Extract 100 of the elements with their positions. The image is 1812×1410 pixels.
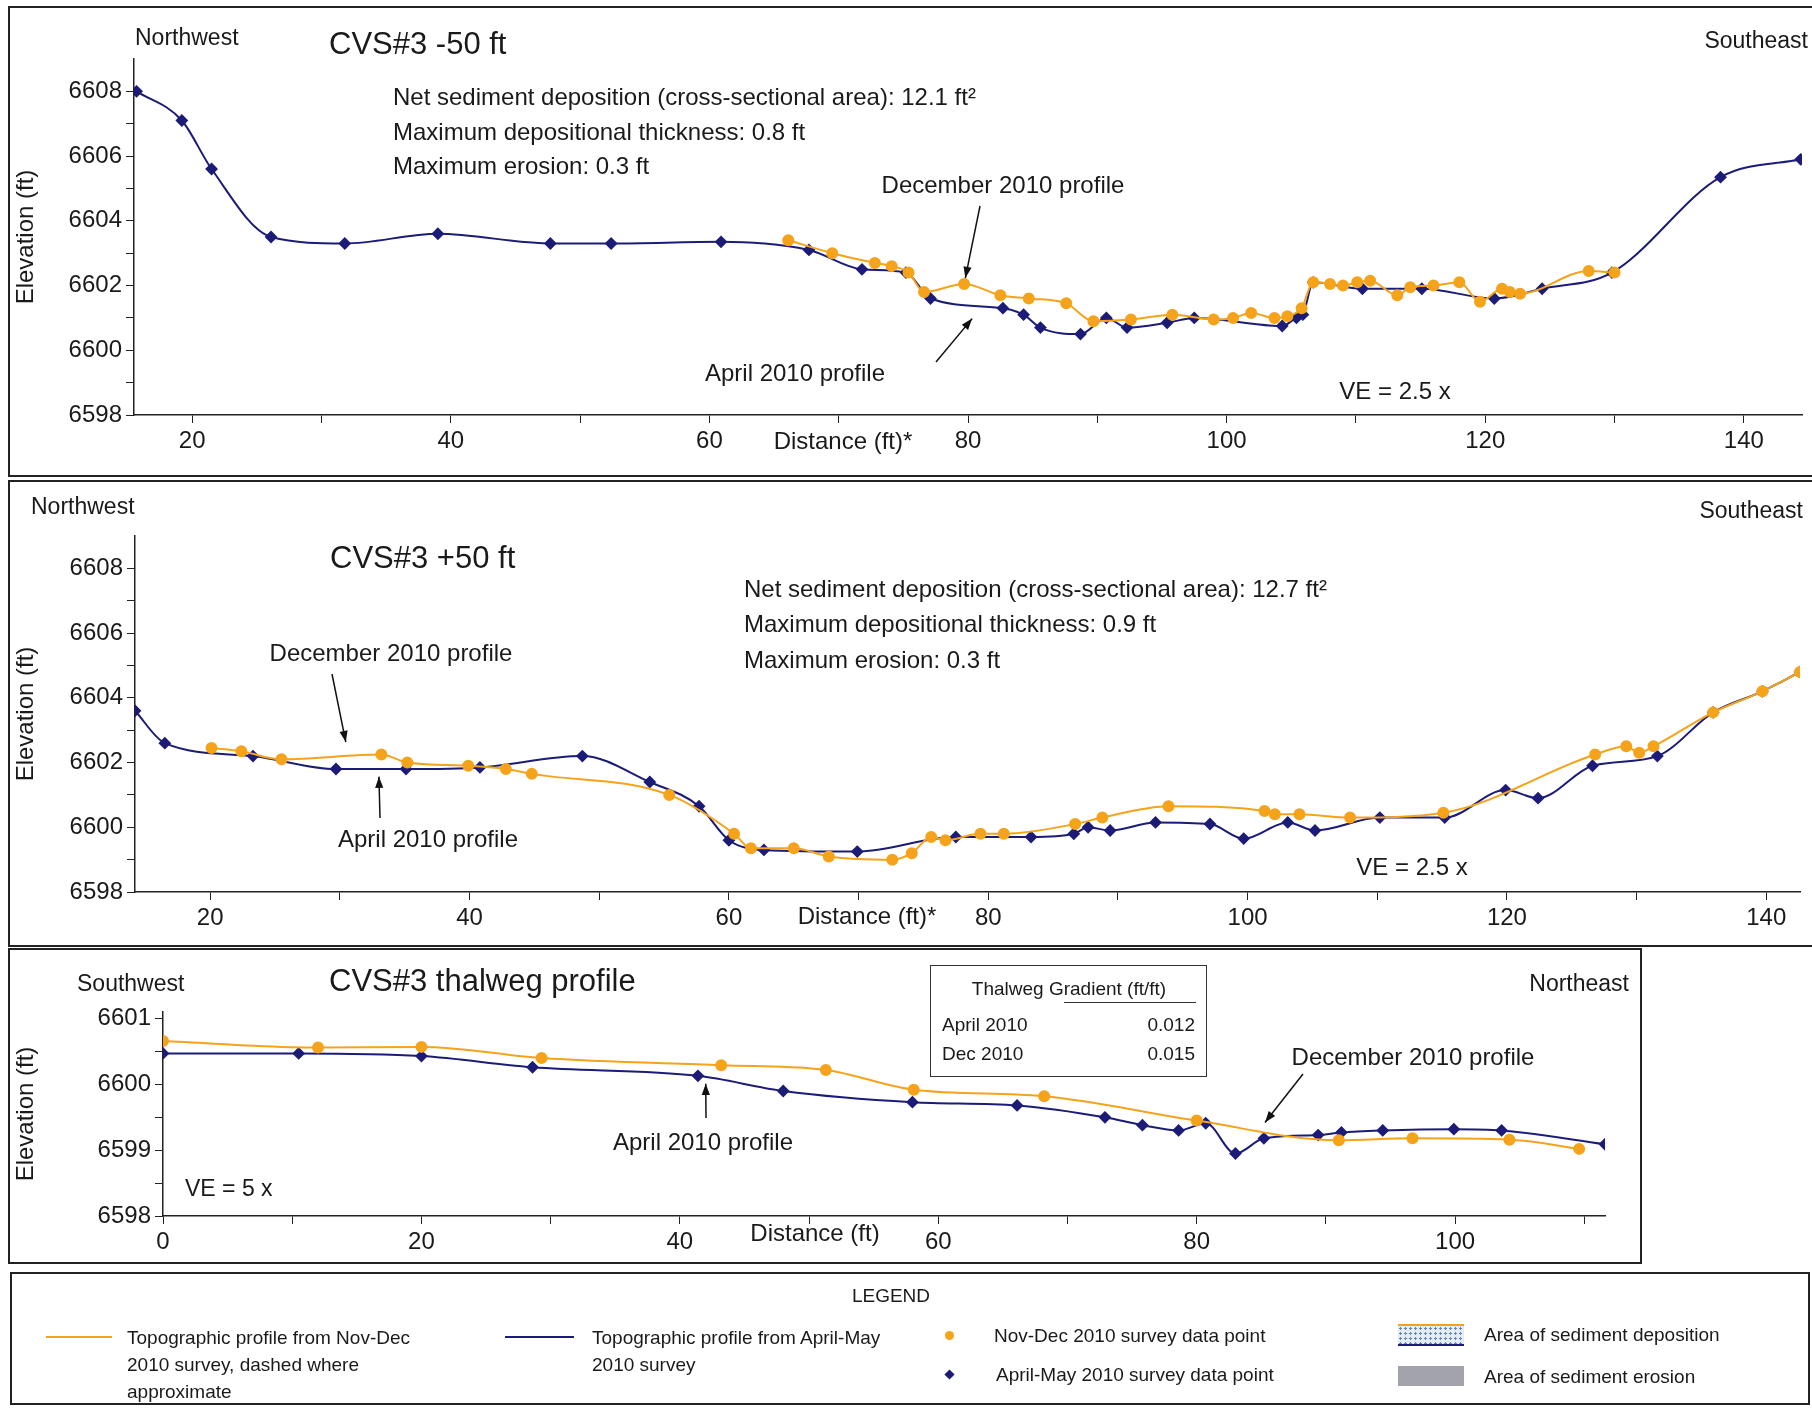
x-tick-label: 80 <box>1183 1227 1211 1255</box>
point <box>1161 316 1174 329</box>
point <box>958 277 971 290</box>
point <box>1149 816 1162 829</box>
point <box>1172 1124 1185 1137</box>
point <box>1166 308 1179 321</box>
y-tick-label: 6608 <box>68 75 122 103</box>
point <box>1351 276 1364 289</box>
annotation: Net sediment deposition (cross-sectional area): 12.7 ft² <box>744 575 1327 603</box>
y-tick-label: 6606 <box>69 617 123 645</box>
point <box>782 234 795 247</box>
annotation: April 2010 profile <box>337 825 519 853</box>
point <box>1245 307 1258 320</box>
point <box>1082 821 1095 834</box>
y-tick-label: 6600 <box>68 334 122 362</box>
point <box>1295 302 1308 315</box>
point <box>1488 292 1501 305</box>
point <box>1207 313 1220 326</box>
point <box>1034 321 1047 334</box>
y-tick-label: 6600 <box>97 1069 151 1097</box>
y-tick-label: 6598 <box>69 876 123 904</box>
text: Southeast <box>1699 496 1803 524</box>
point <box>1582 264 1595 277</box>
point <box>1121 321 1134 334</box>
point <box>822 850 835 863</box>
point <box>886 853 899 866</box>
point <box>907 1083 920 1096</box>
point <box>1268 808 1281 821</box>
point <box>1124 313 1137 326</box>
x-tick-label: 20 <box>178 426 206 454</box>
x-axis-title: Distance (ft)* <box>797 902 937 930</box>
y-tick-label: 6608 <box>69 552 123 580</box>
x-tick-label: 100 <box>1435 1227 1476 1255</box>
point <box>1281 816 1294 829</box>
annotation: Maximum erosion: 0.3 ft <box>393 152 650 180</box>
point <box>292 1047 305 1060</box>
point <box>1258 805 1271 818</box>
point <box>1633 746 1646 759</box>
point <box>205 741 218 754</box>
point <box>544 237 557 250</box>
point <box>1376 1124 1389 1137</box>
y-tick-label: 6598 <box>68 399 122 427</box>
y-tick-label: 6602 <box>69 747 123 775</box>
x-tick-label: 0 <box>156 1227 170 1255</box>
x-tick-label: 140 <box>1723 426 1764 454</box>
point <box>1281 310 1294 323</box>
x-tick-label: 20 <box>196 903 224 931</box>
x-tick-label: 80 <box>954 426 982 454</box>
point <box>1453 276 1466 289</box>
annotation: Maximum depositional thickness: 0.9 ft <box>744 610 1157 638</box>
point <box>906 1096 919 1109</box>
point <box>1324 277 1337 290</box>
annotation: April 2010 profile <box>704 359 886 387</box>
point <box>1293 808 1306 821</box>
x-tick-label: 100 <box>1206 426 1247 454</box>
x-axis-title: Distance (ft) <box>750 1219 880 1247</box>
y-tick-label: 6606 <box>68 140 122 168</box>
chart-title: CVS#3 +50 ft <box>330 540 516 576</box>
point <box>1022 292 1035 305</box>
point <box>1190 1114 1203 1127</box>
point <box>605 237 618 250</box>
x-tick-label: 120 <box>1486 903 1527 931</box>
point <box>1406 1132 1419 1145</box>
y-axis-title: Elevation (ft) <box>11 1046 39 1182</box>
point <box>1514 287 1527 300</box>
x-tick-label: 80 <box>974 903 1002 931</box>
point <box>715 235 728 248</box>
x-tick-label: 40 <box>666 1227 694 1255</box>
point <box>1714 171 1727 184</box>
point <box>1589 748 1602 761</box>
y-axis-title: Elevation (ft) <box>11 646 39 782</box>
point <box>1474 295 1487 308</box>
annotation: December 2010 profile <box>881 171 1125 199</box>
point <box>996 302 1009 315</box>
text: Northwest <box>31 492 135 520</box>
annotation: Maximum erosion: 0.3 ft <box>744 646 1001 674</box>
point <box>787 842 800 855</box>
point <box>1237 832 1250 845</box>
point <box>1038 1090 1051 1103</box>
point <box>1136 1119 1149 1132</box>
y-axis-title: Elevation (ft) <box>11 169 39 305</box>
point <box>1203 818 1216 831</box>
point <box>744 842 757 855</box>
point <box>826 247 839 260</box>
point <box>974 827 987 840</box>
annotation: VE = 2.5 x <box>1356 853 1468 881</box>
x-axis-title: Distance (ft)* <box>773 427 913 455</box>
point <box>1276 320 1289 332</box>
point <box>1437 806 1450 819</box>
y-tick-label: 6601 <box>97 1003 151 1031</box>
text: Area of sediment erosion <box>1484 1366 1696 1388</box>
point <box>1098 1111 1111 1124</box>
point <box>1391 289 1404 302</box>
annotation: December 2010 profile <box>1291 1043 1535 1071</box>
annotation: 0.012 <box>1147 1014 1195 1036</box>
point <box>1427 279 1440 292</box>
point <box>401 756 414 769</box>
point <box>819 1063 832 1076</box>
point <box>728 827 741 840</box>
point <box>1651 750 1664 763</box>
